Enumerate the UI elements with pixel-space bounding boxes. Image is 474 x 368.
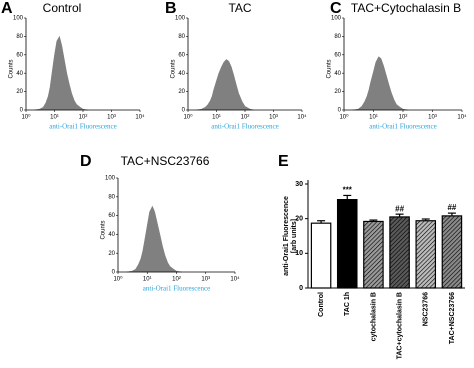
y-tick-label: 100: [105, 176, 116, 182]
y-tick-label: 20: [334, 89, 341, 95]
x-tick-label: cytochalasin B: [370, 292, 377, 341]
histogram-area: [352, 56, 409, 111]
x-tick-label: 10²: [172, 277, 181, 283]
panel-label: C: [330, 0, 342, 17]
y-tick-label: 30: [295, 181, 303, 188]
y-axis-label: anti-Orai1 Fluorescence: [283, 196, 290, 276]
x-tick-label: 10²: [79, 115, 88, 121]
y-tick-label: 0: [338, 108, 342, 114]
y-tick-label: 0: [299, 285, 303, 292]
x-tick-label: 10⁴: [457, 114, 467, 121]
x-axis-label: anti-Orai1 Fluorescence: [143, 285, 210, 293]
y-tick-label: 80: [16, 34, 23, 40]
bar: [441, 215, 463, 289]
y-tick-label: 20: [16, 89, 23, 95]
panel-title: TAC: [228, 1, 251, 15]
y-axis-label: [arb units]: [291, 219, 298, 253]
x-tick-label: 10⁴: [297, 114, 307, 121]
significance: ***: [343, 186, 353, 195]
y-axis-label: Counts: [171, 59, 177, 78]
x-tick-label: NSC23766: [423, 292, 430, 326]
y-tick-label: 20: [295, 216, 303, 223]
bar: [389, 216, 410, 289]
y-tick-label: 40: [108, 232, 115, 238]
bar: [415, 220, 437, 289]
y-tick-label: 80: [334, 34, 341, 40]
histogram-area: [196, 59, 254, 111]
x-tick-label: 10³: [107, 115, 116, 121]
y-axis-label: Counts: [101, 220, 107, 239]
x-tick-label: 10¹: [143, 277, 152, 283]
x-tick-label: 10¹: [369, 115, 378, 121]
x-tick-label: 10¹: [212, 115, 221, 121]
panel-label: B: [165, 0, 177, 17]
x-tick-label: 10⁰: [339, 114, 349, 121]
x-tick-label: 10⁰: [21, 114, 31, 121]
x-tick-label: 10³: [269, 115, 278, 121]
significance: ##: [395, 204, 404, 213]
significance: ##: [447, 203, 456, 212]
x-tick-label: TAC 1h: [344, 292, 351, 316]
x-tick-label: 10⁰: [113, 276, 123, 283]
x-tick-label: TAC+cytochalasin B: [396, 292, 403, 359]
y-tick-label: 60: [178, 52, 185, 58]
panel-label: E: [278, 153, 289, 170]
x-tick-label: 10⁰: [183, 114, 193, 121]
x-tick-label: TAC+NSC23766: [449, 292, 456, 344]
y-tick-label: 0: [112, 270, 116, 276]
x-tick-label: 10⁴: [135, 114, 145, 121]
x-axis-label: anti-Orai1 Fluorescence: [49, 123, 116, 131]
y-tick-label: 40: [334, 71, 341, 77]
x-tick-label: 10²: [399, 115, 408, 121]
panel-label: D: [80, 153, 92, 170]
histogram-area: [34, 35, 89, 111]
x-axis-label: anti-Orai1 Fluorescence: [369, 123, 436, 131]
y-tick-label: 60: [108, 213, 115, 219]
bar: [310, 222, 332, 289]
x-tick-label: 10¹: [50, 115, 59, 121]
panel-title: TAC+Cytochalasin B: [351, 1, 461, 15]
y-tick-label: 20: [178, 89, 185, 95]
y-tick-label: 100: [175, 16, 186, 22]
y-tick-label: 100: [331, 16, 342, 22]
y-axis-label: Counts: [9, 59, 15, 78]
histogram-area: [126, 205, 182, 273]
x-tick-label: Control: [318, 292, 325, 317]
panel-title: Control: [43, 1, 82, 15]
panel-label: A: [1, 0, 13, 17]
x-tick-label: 10⁴: [230, 276, 240, 283]
bar: [363, 220, 384, 289]
y-tick-label: 0: [182, 108, 186, 114]
y-tick-label: 60: [334, 52, 341, 58]
x-tick-label: 10²: [241, 115, 250, 121]
x-tick-label: 10³: [428, 115, 437, 121]
y-tick-label: 40: [16, 71, 23, 77]
y-tick-label: 80: [178, 34, 185, 40]
y-tick-label: 80: [108, 194, 115, 200]
y-tick-label: 10: [295, 250, 303, 257]
y-tick-label: 40: [178, 71, 185, 77]
bar: [336, 199, 358, 289]
panel-title: TAC+NSC23766: [121, 154, 210, 168]
x-axis-label: anti-Orai1 Fluorescence: [211, 123, 278, 131]
y-tick-label: 60: [16, 52, 23, 58]
y-tick-label: 20: [108, 251, 115, 257]
y-tick-label: 100: [13, 16, 24, 22]
x-tick-label: 10³: [201, 277, 210, 283]
y-tick-label: 0: [20, 108, 24, 114]
y-axis-label: Counts: [327, 59, 333, 78]
